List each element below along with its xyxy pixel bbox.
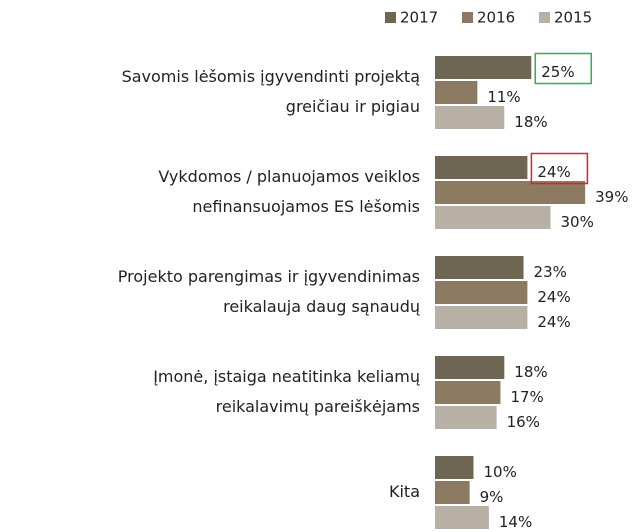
value-label: 14% <box>499 513 532 531</box>
value-label: 39% <box>595 188 628 206</box>
value-label: 16% <box>507 413 540 431</box>
category-label: Savomis lėšomis įgyvendinti projektą <box>122 67 420 86</box>
value-label: 18% <box>514 113 547 131</box>
value-label: 25% <box>541 63 574 81</box>
value-label: 9% <box>480 488 504 506</box>
bar <box>435 456 474 479</box>
value-label: 11% <box>487 88 520 106</box>
value-label: 18% <box>514 363 547 381</box>
value-label: 30% <box>561 213 594 231</box>
legend-label: 2015 <box>554 9 592 27</box>
bar <box>435 56 532 79</box>
bar <box>435 481 470 504</box>
bar <box>435 181 586 204</box>
bar <box>435 206 551 229</box>
value-label: 23% <box>534 263 567 281</box>
bar <box>435 306 528 329</box>
legend-label: 2016 <box>477 9 515 27</box>
bar <box>435 106 505 129</box>
bar <box>435 356 505 379</box>
legend-swatch <box>385 12 396 23</box>
highlight-box <box>534 52 592 85</box>
category-label: Projekto parengimas ir įgyvendinimas <box>118 267 420 286</box>
value-label: 24% <box>537 163 570 181</box>
bar <box>435 381 501 404</box>
value-label: 24% <box>537 313 570 331</box>
category-label: reikalauja daug sąnaudų <box>223 297 420 316</box>
category-label: greičiau ir pigiau <box>286 97 420 116</box>
value-label: 17% <box>510 388 543 406</box>
bar <box>435 156 528 179</box>
bar <box>435 406 497 429</box>
bar <box>435 81 478 104</box>
category-label: Vykdomos / planuojamos veiklos <box>158 167 420 186</box>
bar <box>435 256 524 279</box>
legend-label: 2017 <box>400 9 438 27</box>
category-label: nefinansuojamos ES lėšomis <box>192 197 420 216</box>
legend-swatch <box>462 12 473 23</box>
bar <box>435 281 528 304</box>
legend-swatch <box>539 12 550 23</box>
bar <box>435 506 489 529</box>
category-label: Kita <box>389 482 420 501</box>
category-label: Įmonė, įstaiga neatitinka keliamų <box>153 367 420 386</box>
highlight-box <box>530 152 589 185</box>
category-label: reikalavimų pareiškėjams <box>216 397 420 416</box>
value-label: 24% <box>537 288 570 306</box>
value-label: 10% <box>484 463 517 481</box>
